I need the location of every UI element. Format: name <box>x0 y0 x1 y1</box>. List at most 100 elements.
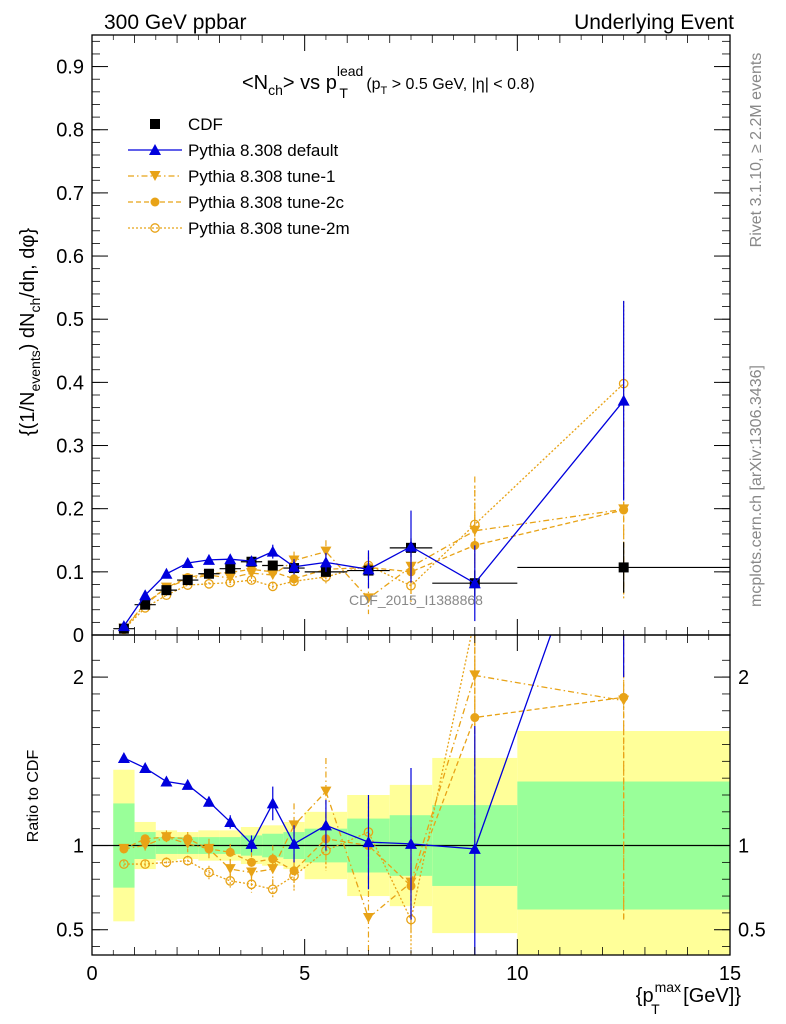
marker-point <box>618 504 630 515</box>
legend-label: CDF <box>188 115 223 134</box>
ratio-marker <box>225 847 235 857</box>
series-line-top <box>123 509 624 630</box>
series-tune2m-top <box>119 301 629 635</box>
ratio-marker <box>246 867 257 878</box>
marker-point <box>225 563 236 574</box>
ratio-marker <box>289 866 299 876</box>
marker-point <box>182 575 193 586</box>
ratio-marker <box>468 842 481 854</box>
x-tick-label: 0 <box>86 963 97 985</box>
marker-point <box>267 570 279 580</box>
marker-point <box>224 573 236 584</box>
x-tick-label: 15 <box>719 963 741 985</box>
ratio-marker <box>288 837 301 849</box>
header-right: Underlying Event <box>574 11 734 34</box>
marker-point <box>202 553 215 565</box>
marker-point <box>319 556 332 568</box>
ratio-marker <box>202 795 215 807</box>
x-tick-label: 10 <box>506 963 528 985</box>
y-tick-label: 0.8 <box>56 120 84 142</box>
chart-title: <Nch> vs plead T (pT > 0.5 GeV, |η| < 0.8… <box>242 63 535 101</box>
ratio-marker <box>118 843 130 854</box>
marker-point <box>245 555 258 567</box>
y-tick-label: 0.6 <box>56 246 84 268</box>
ratio-marker <box>362 912 374 923</box>
ratio-marker <box>319 819 332 831</box>
y-tick-label: 0.2 <box>56 499 84 521</box>
marker-point <box>160 567 173 579</box>
x-tick-label: 5 <box>299 963 310 985</box>
y-tick-label: 0 <box>73 625 84 647</box>
ratio-marker <box>267 864 279 875</box>
marker-point <box>288 560 301 572</box>
ratio-marker <box>139 840 151 851</box>
marker-point <box>469 525 481 536</box>
ratio-tick-label: 0.5 <box>56 920 84 942</box>
series-line-top <box>123 508 624 630</box>
ratio-marker <box>320 786 332 797</box>
ratio-marker <box>405 837 417 849</box>
marker-point <box>468 577 481 589</box>
y-tick-label: 0.3 <box>56 436 84 458</box>
legend-marker <box>150 197 160 207</box>
ratio-marker <box>140 859 151 869</box>
marker-point <box>139 589 152 601</box>
legend-entry-tune1: Pythia 8.308 tune-1 <box>128 167 335 186</box>
marker-point <box>117 620 130 632</box>
ratio-tick-label: 1 <box>73 836 84 858</box>
legend-entry-default: Pythia 8.308 default <box>128 141 339 160</box>
series-line-top <box>123 383 625 630</box>
ratio-marker <box>181 778 194 790</box>
ratio-marker <box>469 670 481 681</box>
ratio-tick-label-right: 1 <box>738 836 749 858</box>
legend-entry-data: CDF <box>150 115 223 134</box>
legend-marker <box>150 119 160 129</box>
legend-label: Pythia 8.308 tune-2m <box>188 219 350 238</box>
ratio-marker <box>119 859 129 869</box>
series-layer <box>113 300 730 955</box>
y-tick-label: 0.7 <box>56 183 84 205</box>
ratio-marker <box>224 815 237 827</box>
marker-point <box>224 553 237 565</box>
marker-point <box>246 568 257 579</box>
series-default-ratio <box>117 635 625 955</box>
legend: CDF Pythia 8.308 default Pythia 8.308 tune… <box>128 115 350 238</box>
marker-point <box>289 574 299 584</box>
series-line-top <box>123 400 625 627</box>
legend-marker <box>149 171 161 181</box>
marker-point <box>617 394 630 406</box>
legend-marker <box>150 223 160 233</box>
panel-frames: 0 0.1 0.2 0.3 0.4 0.5 0.6 0.7 0.8 0.9 0.5 0.5 1 1 2 2 0 5… <box>56 34 766 985</box>
series-default-top <box>117 300 630 632</box>
ratio-marker <box>362 836 375 848</box>
marker-point <box>161 585 172 596</box>
mcplots-label: mcplots.cern.ch [arXiv:1306.3436] <box>748 365 765 607</box>
y-tick-label: 0.4 <box>56 372 84 394</box>
ratio-marker <box>267 884 278 895</box>
marker-point <box>362 593 374 604</box>
y-tick-label: 0.1 <box>56 562 84 584</box>
ratio-marker <box>203 843 215 854</box>
ratio-marker <box>245 837 258 849</box>
legend-label: Pythia 8.308 default <box>188 141 339 160</box>
uncertainty-bands <box>113 731 730 955</box>
y-axis-label-top: {(1/Nevents) dNch/dη, dφ} <box>17 228 43 436</box>
marker-point <box>362 563 375 575</box>
marker-point <box>181 557 194 568</box>
legend-marker <box>149 144 161 155</box>
legend-entry-tune2m: Pythia 8.308 tune-2m <box>128 219 350 238</box>
ratio-tick-label-right: 0.5 <box>738 920 766 942</box>
marker-point <box>203 568 214 579</box>
ratio-marker <box>204 867 214 878</box>
y-tick-label: 0.9 <box>56 57 84 79</box>
ratio-marker <box>224 864 236 875</box>
legend-label: Pythia 8.308 tune-2c <box>188 193 344 212</box>
marker-point <box>618 562 629 573</box>
ratio-tick-label: 2 <box>73 667 84 689</box>
marker-point <box>266 545 279 557</box>
ratio-marker <box>139 762 152 774</box>
y-axis-label-ratio: Ratio to CDF <box>25 750 42 843</box>
marker-point <box>140 599 151 610</box>
ratio-marker <box>117 751 130 763</box>
